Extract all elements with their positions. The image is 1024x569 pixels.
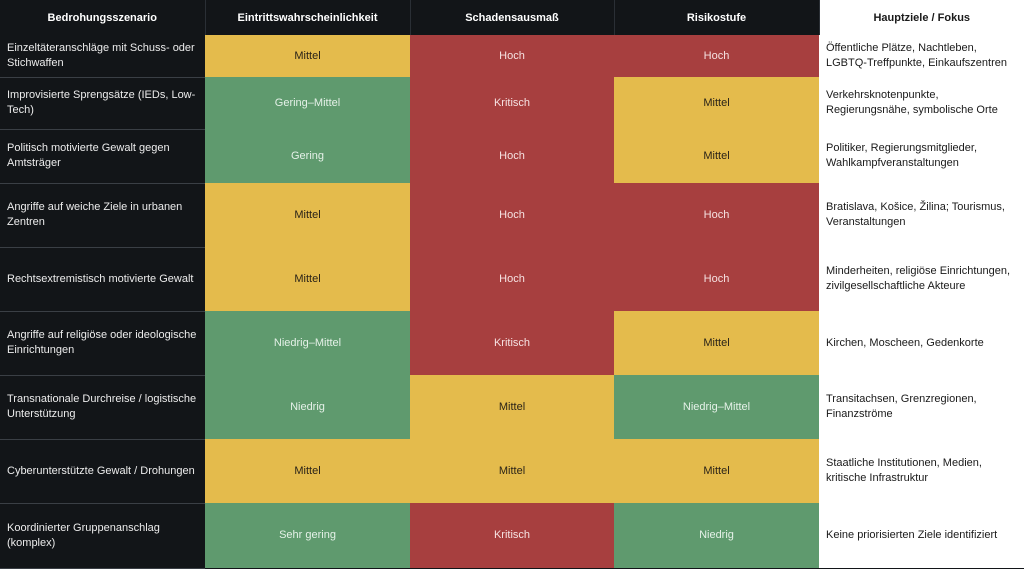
scenario-cell: Angriffe auf religiöse oder ideologische… [0,311,205,376]
table-row: Improvisierte Sprengsätze (IEDs, Low-Tec… [0,77,1024,130]
table-row: Transnationale Durchreise / logistische … [0,375,1024,440]
damage-cell: Kritisch [410,77,614,129]
scenario-cell: Einzeltäteranschläge mit Schuss- oder St… [0,35,205,78]
probability-cell: Niedrig–Mittel [205,311,410,375]
scenario-cell: Improvisierte Sprengsätze (IEDs, Low-Tec… [0,77,205,130]
focus-cell: Verkehrsknotenpunkte, Regierungsnähe, sy… [819,77,1024,129]
focus-cell: Minderheiten, religiöse Einrichtungen, z… [819,247,1024,311]
probability-cell: Gering–Mittel [205,77,410,129]
probability-cell: Mittel [205,35,410,77]
probability-cell: Niedrig [205,375,410,439]
focus-cell: Transitachsen, Grenzregionen, Finanzströ… [819,375,1024,439]
table-row: Politisch motivierte Gewalt gegen Amtstr… [0,129,1024,184]
focus-cell: Staatliche Institutionen, Medien, kritis… [819,439,1024,503]
header-probability: Eintrittswahrscheinlichkeit [205,0,411,35]
risk-cell: Niedrig [614,503,819,568]
table-row: Koordinierter Gruppenanschlag (komplex) S… [0,503,1024,569]
table-row: Angriffe auf weiche Ziele in urbanen Zen… [0,183,1024,248]
table-row: Cyberunterstützte Gewalt / Drohungen Mitt… [0,439,1024,504]
header-focus: Hauptziele / Fokus [819,0,1024,35]
damage-cell: Hoch [410,183,614,247]
risk-cell: Niedrig–Mittel [614,375,819,439]
focus-cell: Politiker, Regierungsmitglieder, Wahlkam… [819,129,1024,183]
table-row: Angriffe auf religiöse oder ideologische… [0,311,1024,376]
risk-cell: Hoch [614,247,819,311]
focus-cell: Öffentliche Plätze, Nachtleben, LGBTQ-Tr… [819,35,1024,77]
scenario-cell: Transnationale Durchreise / logistische … [0,375,205,440]
header-scenario: Bedrohungsszenario [0,0,206,35]
damage-cell: Hoch [410,35,614,77]
scenario-cell: Angriffe auf weiche Ziele in urbanen Zen… [0,183,205,248]
risk-cell: Mittel [614,77,819,129]
probability-cell: Sehr gering [205,503,410,568]
header-risk: Risikostufe [614,0,820,35]
scenario-cell: Koordinierter Gruppenanschlag (komplex) [0,503,205,569]
damage-cell: Kritisch [410,311,614,375]
table-row: Rechtsextremistisch motivierte Gewalt Mit… [0,247,1024,312]
focus-cell: Kirchen, Moscheen, Gedenkorte [819,311,1024,375]
risk-cell: Mittel [614,129,819,183]
probability-cell: Gering [205,129,410,183]
risk-cell: Hoch [614,183,819,247]
focus-cell: Keine priorisierten Ziele identifiziert [819,503,1024,568]
damage-cell: Mittel [410,439,614,503]
scenario-cell: Cyberunterstützte Gewalt / Drohungen [0,439,205,504]
risk-cell: Hoch [614,35,819,77]
probability-cell: Mittel [205,183,410,247]
damage-cell: Kritisch [410,503,614,568]
risk-cell: Mittel [614,311,819,375]
scenario-cell: Politisch motivierte Gewalt gegen Amtstr… [0,129,205,184]
damage-cell: Hoch [410,247,614,311]
header-damage: Schadensausmaß [410,0,615,35]
probability-cell: Mittel [205,247,410,311]
header-row: Bedrohungsszenario Eintrittswahrscheinli… [0,0,1024,35]
damage-cell: Hoch [410,129,614,183]
focus-cell: Bratislava, Košice, Žilina; Tourismus, V… [819,183,1024,247]
risk-cell: Mittel [614,439,819,503]
scenario-cell: Rechtsextremistisch motivierte Gewalt [0,247,205,312]
damage-cell: Mittel [410,375,614,439]
table-row: Einzeltäteranschläge mit Schuss- oder St… [0,35,1024,78]
probability-cell: Mittel [205,439,410,503]
